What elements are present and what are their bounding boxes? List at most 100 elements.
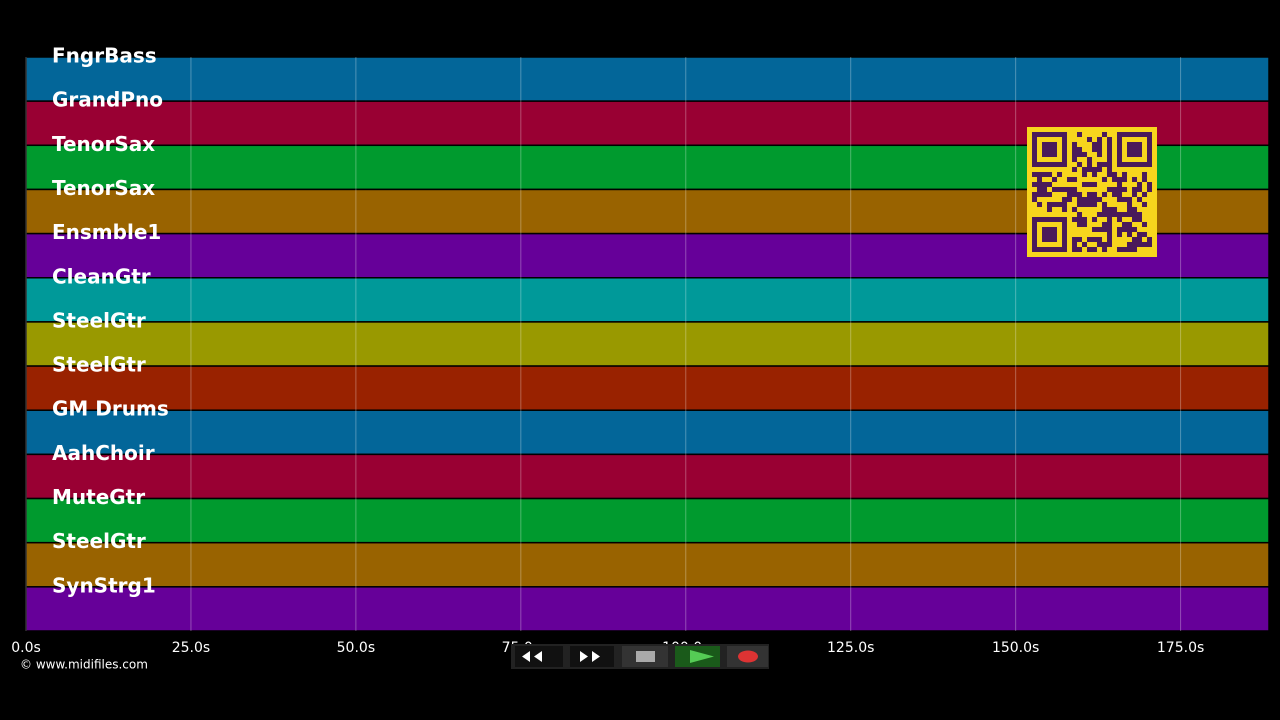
qr-module <box>1032 192 1037 197</box>
qr-module <box>1107 142 1112 147</box>
qr-module <box>1112 212 1117 217</box>
qr-module <box>1057 132 1062 137</box>
qr-module <box>1112 177 1117 182</box>
qr-module <box>1062 207 1067 212</box>
qr-module <box>1147 147 1152 152</box>
qr-module <box>1092 192 1097 197</box>
qr-module <box>1147 152 1152 157</box>
qr-module <box>1072 237 1077 242</box>
qr-module <box>1077 247 1082 252</box>
track-name: SteelGtr <box>52 529 146 553</box>
qr-module <box>1092 142 1097 147</box>
qr-module <box>1087 167 1092 172</box>
track-lane <box>25 277 1270 323</box>
qr-module <box>1102 192 1107 197</box>
x-tick-label: 50.0s <box>337 640 375 656</box>
qr-module <box>1132 217 1137 222</box>
labels: FngrBass GrandPno TenorSax TenorSax Ensmble1… <box>52 44 169 598</box>
qr-module <box>1132 227 1137 232</box>
qr-module <box>1032 142 1037 147</box>
qr-module <box>1037 187 1042 192</box>
qr-module <box>1107 147 1112 152</box>
qr-module <box>1047 132 1052 137</box>
qr-module <box>1052 247 1057 252</box>
qr-module <box>1037 132 1042 137</box>
qr-module <box>1127 152 1132 157</box>
qr-module <box>1122 222 1127 227</box>
qr-module <box>1032 152 1037 157</box>
qr-module <box>1137 182 1142 187</box>
track-name: GrandPno <box>52 88 163 112</box>
qr-module <box>1127 242 1132 247</box>
qr-module <box>1137 142 1142 147</box>
qr-module <box>1062 142 1067 147</box>
qr-module <box>1092 227 1097 232</box>
track-name: GM Drums <box>52 397 169 421</box>
qr-module <box>1137 232 1142 237</box>
qr-module <box>1112 192 1117 197</box>
qr-module <box>1087 137 1092 142</box>
qr-module <box>1032 227 1037 232</box>
qr-module <box>1102 162 1107 167</box>
qr-module <box>1067 177 1072 182</box>
play-icon <box>690 650 714 663</box>
qr-module <box>1037 177 1042 182</box>
qr-module <box>1082 202 1087 207</box>
qr-module <box>1032 162 1037 167</box>
qr-module <box>1042 232 1047 237</box>
qr-module <box>1147 137 1152 142</box>
track-lane <box>25 365 1270 411</box>
qr-module <box>1067 192 1072 197</box>
track-name: SynStrg1 <box>52 573 156 597</box>
qr-module <box>1087 162 1092 167</box>
qr-module <box>1077 222 1082 227</box>
qr-module <box>1052 142 1057 147</box>
qr-module <box>1052 177 1057 182</box>
qr-module <box>1082 167 1087 172</box>
qr-module <box>1072 167 1077 172</box>
rewind-icon <box>522 651 542 662</box>
qr-module <box>1147 132 1152 137</box>
qr-module <box>1047 217 1052 222</box>
qr-module <box>1032 217 1037 222</box>
qr-module <box>1102 212 1107 217</box>
qr-module <box>1142 162 1147 167</box>
qr-module <box>1117 192 1122 197</box>
qr-module <box>1037 182 1042 187</box>
qr-module <box>1042 147 1047 152</box>
qr-module <box>1052 202 1057 207</box>
track-name: FngrBass <box>52 44 157 68</box>
qr-module <box>1137 132 1142 137</box>
qr-module <box>1127 207 1132 212</box>
qr-module <box>1112 207 1117 212</box>
qr-module <box>1032 222 1037 227</box>
qr-module <box>1112 187 1117 192</box>
qr-module <box>1132 132 1137 137</box>
qr-module <box>1092 172 1097 177</box>
qr-module <box>1092 247 1097 252</box>
qr-module <box>1037 172 1042 177</box>
qr-module <box>1047 227 1052 232</box>
qr-module <box>1122 247 1127 252</box>
copyright: © www.midifiles.com <box>20 658 148 672</box>
qr-module <box>1107 237 1112 242</box>
qr-module <box>1122 187 1127 192</box>
qr-module <box>1137 147 1142 152</box>
qr-module <box>1102 242 1107 247</box>
qr-module <box>1112 172 1117 177</box>
qr-module <box>1062 222 1067 227</box>
qr-module <box>1132 212 1137 217</box>
qr-module <box>1127 162 1132 167</box>
qr-module <box>1082 222 1087 227</box>
forward-icon <box>580 651 600 662</box>
qr-module <box>1037 162 1042 167</box>
qr-module <box>1097 167 1102 172</box>
qr-module <box>1117 142 1122 147</box>
qr-module <box>1037 202 1042 207</box>
qr-module <box>1127 142 1132 147</box>
qr-module <box>1107 227 1112 232</box>
stop-icon <box>636 651 655 662</box>
qr-module <box>1047 162 1052 167</box>
qr-module <box>1047 237 1052 242</box>
qr-module <box>1137 237 1142 242</box>
